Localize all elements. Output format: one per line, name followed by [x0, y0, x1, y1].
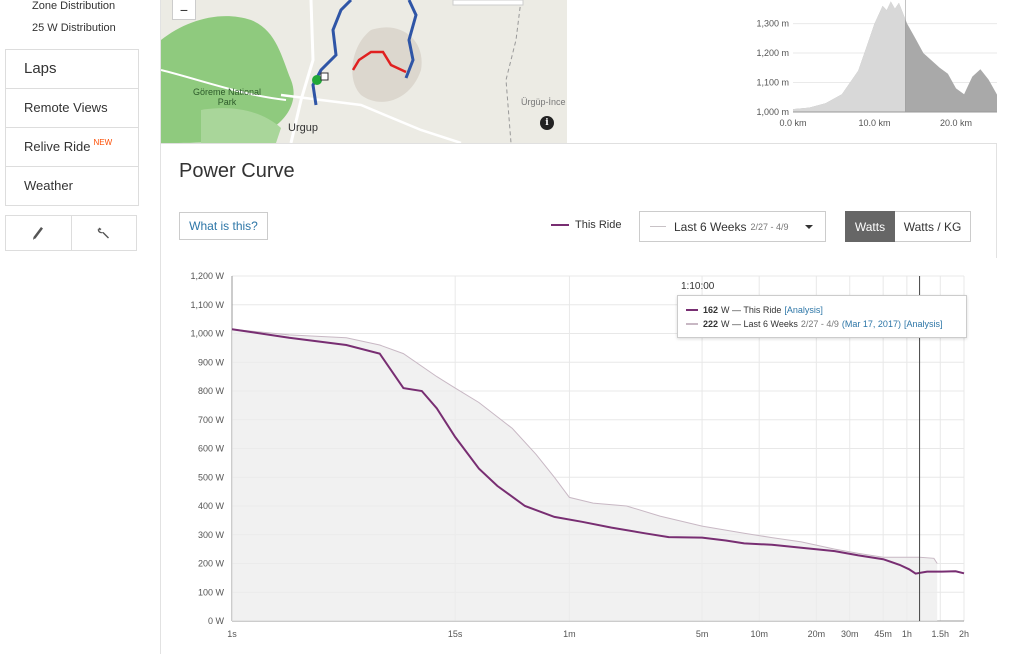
- cursor-time-label: 1:10:00: [681, 281, 715, 292]
- sidebar-menu: Laps Remote Views Relive Ride NEW Weather: [5, 49, 139, 206]
- elev-x-tick-label: 0.0 km: [779, 118, 806, 128]
- x-tick-label: 10m: [750, 629, 768, 639]
- main-content: − Göreme National Park Urgup Ürgüp-İnce …: [160, 0, 997, 654]
- info-icon: i: [545, 118, 549, 128]
- elevation-selected-area: [793, 1, 906, 112]
- past-dates: 2/27 - 4/9: [800, 319, 839, 329]
- comparison-dropdown[interactable]: Last 6 Weeks 2/27 - 4/9: [639, 211, 826, 242]
- y-tick-label: 400 W: [198, 501, 225, 511]
- zoom-out-button[interactable]: −: [172, 0, 196, 20]
- series-area-last-6-weeks: [232, 329, 938, 621]
- pencil-icon: [33, 227, 44, 240]
- series-line-last-6-weeks: [231, 328, 938, 564]
- elev-y-tick-label: 1,000 m: [756, 107, 789, 117]
- sidebar-item-label: Relive Ride: [24, 139, 91, 154]
- edit-button[interactable]: [6, 216, 71, 250]
- y-tick-label: 800 W: [198, 386, 225, 396]
- y-tick-label: 700 W: [198, 415, 225, 425]
- x-tick-label: 5m: [696, 629, 709, 639]
- series-line-this-ride: [231, 328, 965, 575]
- tooltip-swatch: [686, 309, 698, 311]
- y-tick-label: 900 W: [198, 357, 225, 367]
- y-tick-label: 1,000 W: [190, 329, 224, 339]
- sidebar: Zone Distribution 25 W Distribution Laps…: [0, 0, 140, 654]
- tooltip-row-past: 222 W — Last 6 Weeks 2/27 - 4/9 (Mar 17,…: [678, 317, 966, 331]
- legend-swatch: [551, 224, 569, 226]
- elev-x-tick-label: 20.0 km: [940, 118, 972, 128]
- unit-toggle: Watts Watts / KG: [845, 211, 971, 242]
- sidebar-item-relive-ride[interactable]: Relive Ride NEW: [6, 127, 138, 166]
- past-value: 222: [703, 319, 719, 329]
- past-analysis-link[interactable]: [Analysis]: [903, 319, 943, 329]
- past-text: W — Last 6 Weeks: [721, 319, 798, 329]
- chevron-down-icon: [805, 225, 813, 229]
- x-tick-label: 1m: [563, 629, 576, 639]
- tooltip-swatch: [686, 323, 698, 325]
- y-tick-label: 1,100 W: [190, 300, 224, 310]
- legend-label: This Ride: [575, 219, 622, 231]
- park-label-line2: Park: [217, 97, 237, 107]
- wrench-icon: [97, 227, 109, 239]
- legend-this-ride: This Ride: [551, 219, 621, 231]
- sidebar-item-laps[interactable]: Laps: [6, 49, 138, 88]
- y-tick-label: 500 W: [198, 472, 225, 482]
- chart-tooltip: 162 W — This Ride [Analysis] 222 W — Las…: [677, 295, 967, 338]
- y-tick-label: 1,200 W: [190, 271, 224, 281]
- zone-distribution-link[interactable]: Zone Distribution: [32, 0, 116, 12]
- y-tick-label: 200 W: [198, 559, 225, 569]
- x-tick-label: 20m: [808, 629, 826, 639]
- elevation-chart[interactable]: 1,300 m 1,200 m 1,100 m 1,000 m 0.0 km 10.0 k…: [567, 0, 997, 143]
- ride-value: 162: [703, 305, 719, 315]
- x-tick-label: 2h: [959, 629, 969, 639]
- route-map[interactable]: − Göreme National Park Urgup Ürgüp-İnce …: [161, 0, 567, 143]
- new-badge: NEW: [93, 138, 113, 147]
- past-date-link[interactable]: (Mar 17, 2017): [841, 319, 901, 329]
- y-tick-label: 100 W: [198, 587, 225, 597]
- what-is-this-button[interactable]: What is this?: [179, 212, 268, 240]
- dropdown-swatch: [650, 226, 666, 227]
- section-divider: [161, 143, 997, 144]
- dropdown-dates: 2/27 - 4/9: [750, 221, 789, 232]
- elev-x-tick-label: 10.0 km: [858, 118, 890, 128]
- town-label: Urgup: [288, 122, 318, 134]
- w-distribution-link[interactable]: 25 W Distribution: [32, 22, 116, 34]
- elev-y-tick-label: 1,300 m: [756, 19, 789, 29]
- x-tick-label: 1s: [227, 629, 237, 639]
- sidebar-item-weather[interactable]: Weather: [6, 166, 138, 205]
- x-tick-label: 15s: [448, 629, 463, 639]
- zoom-out-label: −: [179, 1, 189, 18]
- watts-kg-button[interactable]: Watts / KG: [895, 211, 971, 242]
- ride-text: W — This Ride: [721, 305, 782, 315]
- start-marker: [312, 75, 322, 85]
- watts-button[interactable]: Watts: [845, 211, 895, 242]
- sidebar-item-remote-views[interactable]: Remote Views: [6, 88, 138, 127]
- sidebar-item-label: Remote Views: [24, 100, 108, 115]
- y-tick-label: 600 W: [198, 444, 225, 454]
- x-tick-label: 45m: [874, 629, 892, 639]
- elev-y-tick-label: 1,100 m: [756, 78, 789, 88]
- sidebar-item-label: Weather: [24, 178, 73, 193]
- actions-button[interactable]: [70, 216, 137, 250]
- x-tick-label: 1.5h: [932, 629, 950, 639]
- x-tick-label: 1h: [902, 629, 912, 639]
- park-label: Göreme National Park: [193, 87, 261, 107]
- page-title: Power Curve: [179, 160, 295, 182]
- elev-y-tick-label: 1,200 m: [756, 48, 789, 58]
- tooltip-row-ride: 162 W — This Ride [Analysis]: [678, 303, 966, 317]
- ride-analysis-link[interactable]: [Analysis]: [784, 305, 823, 315]
- dropdown-label: Last 6 Weeks: [674, 219, 747, 234]
- x-tick-label: 30m: [841, 629, 859, 639]
- tool-bar: [5, 215, 137, 251]
- road-label: Ürgüp-İnce: [521, 97, 566, 107]
- map-info-button[interactable]: i: [540, 116, 554, 130]
- y-tick-label: 0 W: [208, 616, 225, 626]
- sidebar-item-label: Laps: [24, 60, 57, 77]
- park-label-line1: Göreme National: [193, 87, 262, 97]
- y-tick-label: 300 W: [198, 530, 225, 540]
- finish-marker: [320, 72, 329, 81]
